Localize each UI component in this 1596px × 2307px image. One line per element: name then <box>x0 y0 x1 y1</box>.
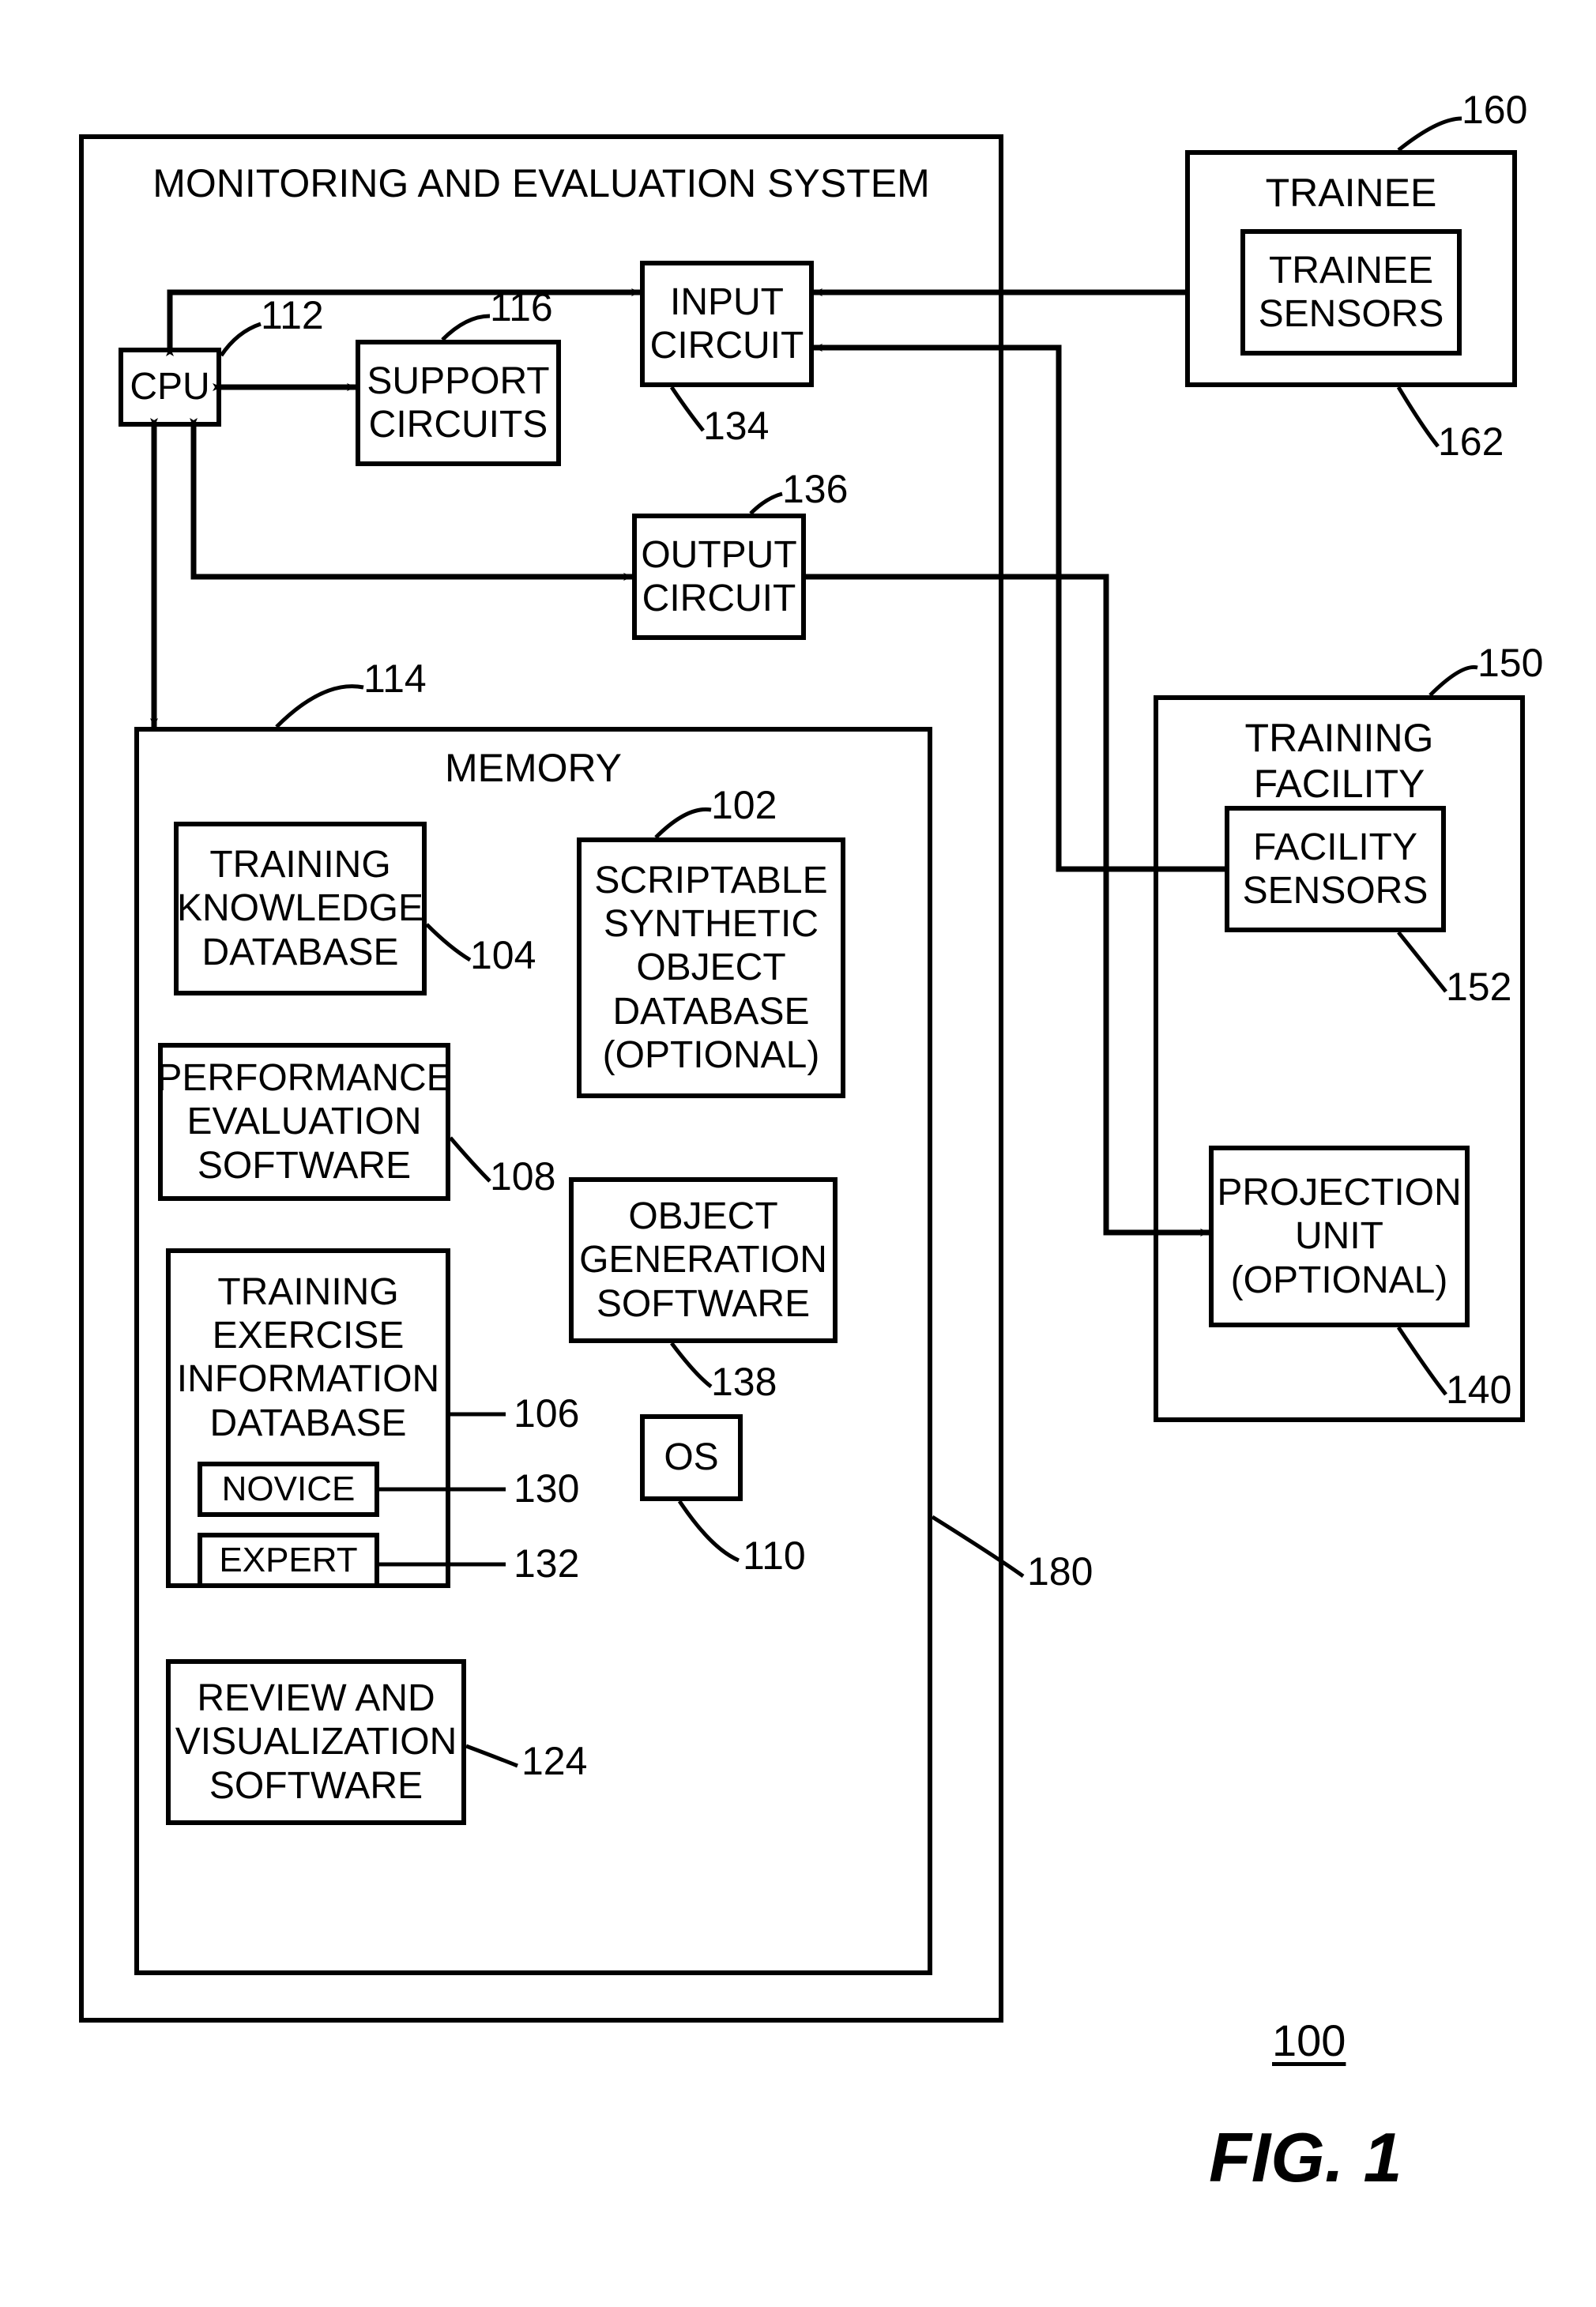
ref-112: 112 <box>261 292 324 338</box>
ref-110: 110 <box>743 1533 806 1579</box>
main-system-title: MONITORING AND EVALUATION SYSTEM <box>146 155 935 213</box>
object-generation-sw-label: OBJECT GENERATION SOFTWARE <box>573 1188 834 1332</box>
figure-label: FIG. 1 <box>1209 2117 1402 2198</box>
cpu-label: CPU <box>123 359 216 415</box>
figure-number: 100 <box>1272 2015 1346 2066</box>
ref-132: 132 <box>514 1541 579 1586</box>
ref-102: 102 <box>711 782 777 828</box>
memory-title: MEMORY <box>439 740 628 798</box>
input-circuit-label: INPUT CIRCUIT <box>644 274 811 374</box>
scriptable-synthetic-object-db-box: SCRIPTABLE SYNTHETIC OBJECT DATABASE (OP… <box>577 837 845 1098</box>
trainee-sensors-box: TRAINEE SENSORS <box>1240 229 1462 356</box>
trainee-title: TRAINEE <box>1259 164 1444 223</box>
ref-162: 162 <box>1438 419 1504 465</box>
os-box: OS <box>640 1414 743 1501</box>
training-knowledge-db-label: TRAINING KNOWLEDGE DATABASE <box>171 837 430 980</box>
expert-label: EXPERT <box>213 1534 363 1587</box>
ref-150: 150 <box>1477 640 1543 686</box>
projection-unit-box: PROJECTION UNIT (OPTIONAL) <box>1209 1146 1470 1327</box>
support-circuits-label: SUPPORT CIRCUITS <box>360 353 555 453</box>
ref-180: 180 <box>1027 1549 1093 1594</box>
ref-124: 124 <box>521 1738 587 1784</box>
review-visualization-sw-box: REVIEW AND VISUALIZATION SOFTWARE <box>166 1659 466 1825</box>
scriptable-synthetic-object-db-label: SCRIPTABLE SYNTHETIC OBJECT DATABASE (OP… <box>588 852 834 1083</box>
ref-138: 138 <box>711 1359 777 1405</box>
object-generation-sw-box: OBJECT GENERATION SOFTWARE <box>569 1177 838 1343</box>
projection-unit-label: PROJECTION UNIT (OPTIONAL) <box>1210 1165 1467 1308</box>
ref-140: 140 <box>1446 1367 1511 1413</box>
ref-134: 134 <box>703 403 769 449</box>
ref-108: 108 <box>490 1154 555 1199</box>
review-visualization-sw-label: REVIEW AND VISUALIZATION SOFTWARE <box>169 1670 464 1814</box>
ref-152: 152 <box>1446 964 1511 1010</box>
os-label: OS <box>657 1429 725 1485</box>
ref-160: 160 <box>1462 87 1527 133</box>
diagram-canvas: MONITORING AND EVALUATION SYSTEM CPU SUP… <box>0 0 1596 2307</box>
ref-136: 136 <box>782 466 848 512</box>
ref-114: 114 <box>363 656 427 702</box>
ref-106: 106 <box>514 1391 579 1436</box>
ref-104: 104 <box>470 932 536 978</box>
ref-116: 116 <box>490 284 553 330</box>
training-facility-title: TRAINING FACILITY <box>1158 709 1520 813</box>
training-knowledge-db-box: TRAINING KNOWLEDGE DATABASE <box>174 822 427 995</box>
novice-label: NOVICE <box>216 1463 362 1516</box>
training-exercise-info-db-label: TRAINING EXERCISE INFORMATION DATABASE <box>171 1264 446 1451</box>
performance-evaluation-sw-box: PERFORMANCE EVALUATION SOFTWARE <box>158 1043 450 1201</box>
facility-sensors-label: FACILITY SENSORS <box>1237 819 1435 919</box>
output-circuit-label: OUTPUT CIRCUIT <box>634 527 803 627</box>
performance-evaluation-sw-label: PERFORMANCE EVALUATION SOFTWARE <box>150 1050 457 1194</box>
facility-sensors-box: FACILITY SENSORS <box>1225 806 1446 932</box>
expert-box: EXPERT <box>198 1533 379 1588</box>
trainee-sensors-label: TRAINEE SENSORS <box>1252 243 1451 342</box>
input-circuit-box: INPUT CIRCUIT <box>640 261 814 387</box>
output-circuit-box: OUTPUT CIRCUIT <box>632 514 806 640</box>
ref-130: 130 <box>514 1466 579 1511</box>
novice-box: NOVICE <box>198 1462 379 1517</box>
support-circuits-box: SUPPORT CIRCUITS <box>356 340 561 466</box>
cpu-box: CPU <box>119 348 221 427</box>
